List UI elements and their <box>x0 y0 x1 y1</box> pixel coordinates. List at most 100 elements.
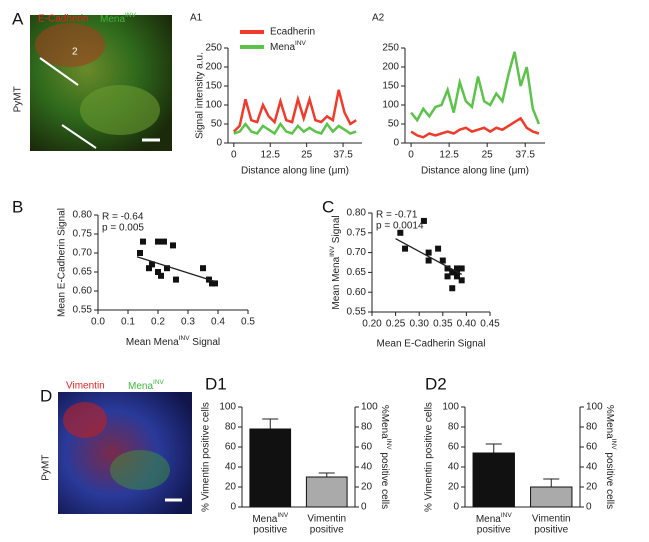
y-tick-label: 20 <box>448 482 460 493</box>
y-axis-label: Mean E-Cadherin Signal <box>57 208 68 317</box>
y-tick-label: 100 <box>205 100 222 111</box>
x-tick-label: 25 <box>482 150 494 161</box>
y-tick-label: 40 <box>225 462 237 473</box>
panel-label: A2 <box>372 13 385 24</box>
point <box>146 265 152 272</box>
point <box>140 238 146 245</box>
bar <box>472 452 515 508</box>
y-tick-label: 150 <box>382 81 399 92</box>
superscript: INV <box>295 40 307 47</box>
line-label: 2 <box>72 47 78 58</box>
x-tick-label: 0.20 <box>362 319 382 330</box>
bar <box>305 476 348 508</box>
superscript: INV <box>501 512 513 519</box>
y-tick-label: 40 <box>448 462 460 473</box>
fit-line <box>395 238 462 275</box>
text-part: Mean Mena <box>126 337 179 348</box>
y-tick-label: 50 <box>388 119 400 130</box>
point <box>458 265 465 272</box>
y-tick-label: 0.60 <box>347 287 367 298</box>
point <box>449 285 456 292</box>
text-part: Mena <box>128 381 153 392</box>
y-tick-label: 0.80 <box>347 208 367 219</box>
point <box>453 265 460 272</box>
point <box>200 265 206 272</box>
point <box>425 257 432 264</box>
x-tick-label: positive <box>253 525 287 536</box>
panel-label: A <box>12 9 24 28</box>
side-label: PyMT <box>41 455 52 481</box>
y-tick-label: 0 <box>216 138 222 149</box>
y-axis-label: Mean MenaINV Signal <box>329 215 342 309</box>
text-part: positive cells <box>604 450 615 509</box>
x-tick-label: 0 <box>408 150 414 161</box>
x-tick-label: positive <box>534 525 568 536</box>
x-tick-label: 37.5 <box>333 150 353 161</box>
x-tick-label: 0.40 <box>457 319 477 330</box>
y2-tick-label: 0 <box>361 502 367 513</box>
point <box>444 273 451 280</box>
point <box>444 265 451 272</box>
y-tick-label: 0.55 <box>347 307 367 318</box>
y2-axis-label: %MenaINV positive cells <box>604 405 617 509</box>
text-part: Signal <box>190 337 221 348</box>
y-tick-label: 0.70 <box>73 248 93 259</box>
point <box>453 273 460 280</box>
y-tick-label: 0.70 <box>347 247 367 258</box>
x-tick-label: 0.4 <box>211 317 225 328</box>
y-tick-label: 0.65 <box>347 267 367 278</box>
y2-tick-label: 20 <box>361 482 373 493</box>
y2-tick-label: 40 <box>361 462 373 473</box>
legend-label: Ecadherin <box>270 27 315 38</box>
x-axis-label: Distance along line (μm) <box>421 166 529 177</box>
point <box>435 245 442 252</box>
channel-label: E-Cadherin <box>38 14 89 25</box>
point <box>420 217 427 224</box>
y-tick-label: 200 <box>382 62 399 73</box>
panel-label: D2 <box>425 374 447 393</box>
x-tick-label: 12.5 <box>261 150 281 161</box>
bar <box>530 486 573 508</box>
y-tick-label: 250 <box>205 43 222 54</box>
y-tick-label: 60 <box>448 442 460 453</box>
y-tick-label: 200 <box>205 62 222 73</box>
text-part: Mena <box>476 514 501 525</box>
x-axis-label: Mean E-Cadherin Signal <box>377 339 486 350</box>
y2-tick-label: 80 <box>361 422 373 433</box>
x-axis-label: Mean MenaINV Signal <box>126 335 220 348</box>
line <box>232 89 357 133</box>
x-tick-label: 0.1 <box>121 317 135 328</box>
fit-line <box>136 256 216 283</box>
superscript: INV <box>179 335 191 342</box>
legend-label: MenaINV <box>270 40 307 53</box>
panel-label: D1 <box>205 374 227 393</box>
y-tick-label: 0.65 <box>73 267 93 278</box>
text-part: positive cells <box>379 450 390 509</box>
superscript: INV <box>610 439 617 451</box>
y-tick-label: 0 <box>393 138 399 149</box>
point <box>212 280 218 287</box>
point <box>158 272 164 279</box>
point <box>402 245 409 252</box>
y-axis-label: Signal intensity a.u. <box>195 52 206 139</box>
x-tick-label: 12.5 <box>439 150 459 161</box>
y-axis-label: % Vimentin positive cells <box>424 402 435 512</box>
y-tick-label: 0.75 <box>347 227 367 238</box>
annotation: p = 0.005 <box>102 223 144 234</box>
annotation: R = -0.64 <box>102 212 144 223</box>
point <box>439 257 446 264</box>
superscript: INV <box>277 512 289 519</box>
x-tick-label: 25 <box>301 150 313 161</box>
y-tick-label: 20 <box>225 482 237 493</box>
line <box>233 121 357 136</box>
y2-tick-label: 100 <box>586 402 603 413</box>
y2-tick-label: 0 <box>586 502 592 513</box>
point <box>155 238 161 245</box>
annotation: p = 0.0014 <box>376 221 424 232</box>
y2-tick-label: 60 <box>586 442 598 453</box>
superscript: INV <box>153 379 165 386</box>
x-tick-label: 0.30 <box>409 319 429 330</box>
channel-label: Vimentin <box>66 381 105 392</box>
y-tick-label: 0 <box>453 502 459 513</box>
point <box>458 277 465 284</box>
